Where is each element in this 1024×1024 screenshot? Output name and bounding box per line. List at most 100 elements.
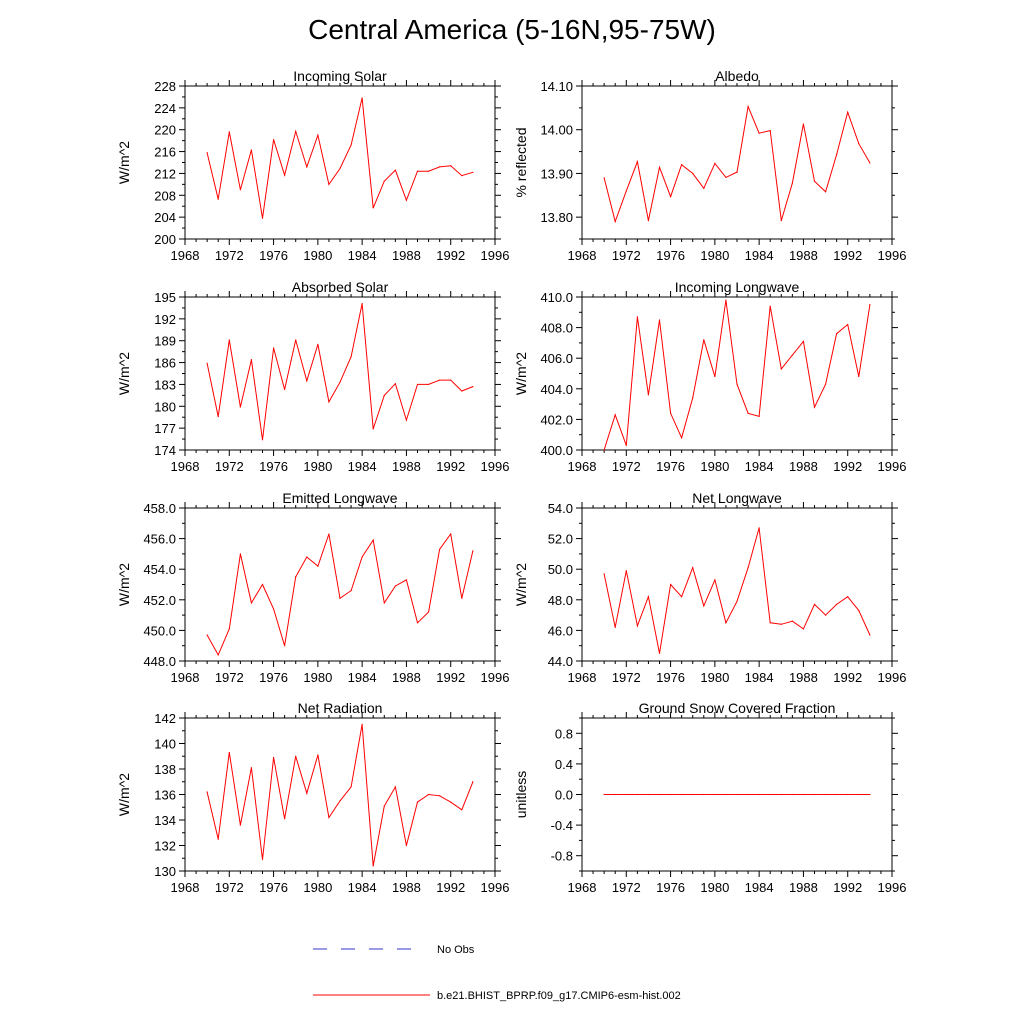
data-point — [758, 415, 760, 417]
data-point — [228, 751, 230, 754]
y-tick-label: 192 — [154, 312, 176, 327]
data-point — [813, 793, 816, 796]
x-tick-label: 1968 — [568, 248, 597, 263]
data-point — [461, 175, 463, 177]
data-point — [669, 412, 672, 414]
x-tick-label: 1968 — [568, 880, 597, 895]
chart-panel-4: 1968 1972 1976 1980 1984 1988 1992 1996 400.0 402… — [513, 279, 906, 474]
y-tick-label: 140 — [154, 737, 176, 752]
x-tick-label: 1972 — [612, 248, 641, 263]
data-point — [405, 419, 408, 421]
x-tick-label: 1976 — [259, 459, 288, 474]
data-point — [847, 111, 849, 113]
data-point — [824, 383, 827, 385]
y-tick-label: 410.0 — [540, 290, 573, 305]
y-tick-label: 450.0 — [143, 623, 176, 638]
y-tick-label: 13.90 — [540, 166, 573, 181]
y-axis-label: W/m^2 — [513, 563, 529, 606]
data-point — [306, 380, 308, 382]
data-point — [284, 818, 286, 820]
chart-title: Ground Snow Covered Fraction — [639, 700, 836, 716]
data-point — [361, 97, 363, 99]
x-tick-label: 1972 — [612, 670, 641, 685]
data-point — [669, 793, 672, 796]
data-point — [669, 195, 672, 198]
data-point — [647, 220, 650, 222]
data-point — [361, 556, 363, 558]
x-tick-label: 1984 — [745, 248, 774, 263]
data-point — [361, 302, 363, 305]
x-tick-label: 1996 — [481, 880, 510, 895]
data-point — [350, 590, 352, 592]
data-point — [625, 190, 627, 192]
data-point — [284, 388, 286, 391]
x-tick-label: 1984 — [348, 880, 377, 895]
data-point — [836, 154, 838, 156]
data-point — [295, 339, 297, 341]
x-tick-label: 1992 — [436, 880, 465, 895]
y-tick-label: 46.0 — [548, 623, 573, 638]
data-point — [295, 755, 297, 757]
data-point — [847, 793, 849, 796]
data-point — [658, 319, 661, 321]
x-tick-label: 1992 — [833, 248, 862, 263]
data-point — [217, 838, 219, 840]
data-point — [272, 138, 275, 141]
y-tick-label: 404.0 — [540, 382, 573, 397]
data-point — [791, 182, 793, 184]
chart-title: Emitted Longwave — [282, 490, 397, 506]
data-point — [847, 596, 849, 598]
chart-panel-8: 1968 1972 1976 1980 1984 1988 1992 1996 -0.8 -0.4… — [513, 700, 906, 895]
data-point — [780, 220, 782, 222]
data-point — [824, 793, 827, 796]
y-tick-label: 200 — [154, 232, 176, 247]
data-point — [614, 414, 616, 416]
y-tick-label: 48.0 — [548, 593, 573, 608]
data-point — [758, 527, 760, 529]
y-tick-label: 195 — [154, 290, 176, 305]
x-tick-label: 1968 — [171, 880, 200, 895]
x-tick-label: 1976 — [656, 670, 685, 685]
series-line — [603, 104, 871, 224]
data-point — [769, 129, 771, 132]
series-line — [206, 303, 474, 440]
data-point — [714, 162, 716, 164]
data-point — [714, 793, 716, 796]
data-point — [813, 180, 816, 182]
data-point — [284, 645, 286, 647]
data-point — [306, 556, 308, 558]
data-point — [372, 207, 374, 209]
x-tick-label: 1968 — [171, 459, 200, 474]
data-point — [725, 176, 727, 178]
x-tick-label: 1996 — [481, 670, 510, 685]
data-point — [747, 793, 749, 796]
data-point — [692, 567, 694, 569]
plot-frame — [581, 296, 893, 451]
data-point — [813, 406, 816, 408]
data-point — [769, 305, 771, 307]
data-point — [461, 390, 463, 392]
y-tick-label: 204 — [154, 210, 176, 225]
x-tick-label: 1988 — [392, 248, 421, 263]
x-tick-label: 1984 — [348, 248, 377, 263]
data-point — [416, 801, 419, 803]
series-line — [206, 97, 474, 219]
y-tick-label: 228 — [154, 79, 176, 94]
chart-panel-1: 1968 1972 1976 1980 1984 1988 1992 1996 200 204 20… — [116, 68, 509, 263]
data-point — [758, 793, 760, 796]
x-tick-label: 1980 — [303, 248, 332, 263]
data-point — [339, 800, 341, 802]
y-tick-label: 456.0 — [143, 532, 176, 547]
data-point — [217, 198, 219, 200]
x-tick-label: 1968 — [568, 459, 597, 474]
data-point — [383, 394, 385, 396]
series-line — [206, 532, 474, 657]
data-point — [736, 600, 738, 602]
data-point — [603, 573, 605, 575]
data-point — [758, 132, 760, 134]
data-point — [836, 793, 838, 796]
x-tick-label: 1992 — [436, 670, 465, 685]
plot-frame — [184, 507, 496, 662]
x-tick-label: 1984 — [348, 670, 377, 685]
data-point — [603, 449, 605, 451]
